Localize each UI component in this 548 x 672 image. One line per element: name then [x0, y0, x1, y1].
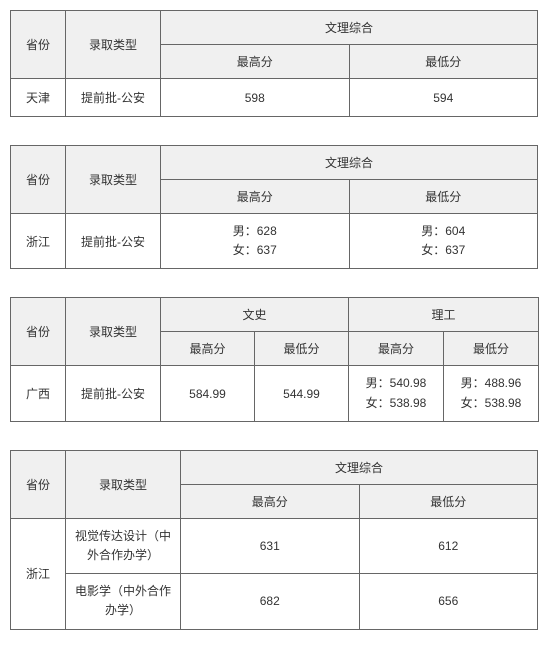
col-type: 录取类型	[66, 450, 181, 518]
col-type: 录取类型	[66, 11, 161, 79]
col-max: 最高分	[181, 484, 360, 518]
col-ligong: 理工	[349, 298, 539, 332]
cell-max: 631	[181, 518, 360, 573]
admission-table-guangxi: 省份 录取类型 文史 理工 最高分 最低分 最高分 最低分 广西 提前批-公安 …	[10, 297, 539, 421]
col-min: 最低分	[349, 180, 538, 214]
cell-min: 男：604 女：637	[349, 214, 538, 269]
admission-table-tianjin: 省份 录取类型 文理综合 最高分 最低分 天津 提前批-公安 598 594	[10, 10, 538, 117]
cell-province: 浙江	[11, 518, 66, 629]
table-row: 天津 提前批-公安 598 594	[11, 79, 538, 117]
col-province: 省份	[11, 11, 66, 79]
cell-max: 682	[181, 574, 360, 629]
ligong-max-female: 女：538.98	[353, 394, 439, 413]
ligong-min-female: 女：538.98	[448, 394, 534, 413]
cell-ligong-max: 男：540.98 女：538.98	[349, 366, 444, 421]
type-line1: 视觉传达设计（中	[70, 527, 176, 546]
cell-type: 提前批-公安	[66, 366, 161, 421]
ligong-min-male: 男：488.96	[448, 374, 534, 393]
cell-type: 电影学（中外合作 办学）	[66, 574, 181, 629]
cell-type: 提前批-公安	[66, 79, 161, 117]
table-row: 电影学（中外合作 办学） 682 656	[11, 574, 538, 629]
cell-wenshi-max: 584.99	[161, 366, 255, 421]
col-wenshi: 文史	[161, 298, 349, 332]
type-line1: 电影学（中外合作	[70, 582, 176, 601]
cell-max: 男：628 女：637	[161, 214, 350, 269]
col-combined: 文理综合	[161, 146, 538, 180]
cell-min: 594	[349, 79, 538, 117]
col-province: 省份	[11, 298, 66, 366]
cell-type: 提前批-公安	[66, 214, 161, 269]
col-province: 省份	[11, 450, 66, 518]
col-min: 最低分	[255, 332, 349, 366]
col-type: 录取类型	[66, 146, 161, 214]
max-male: 男：628	[165, 222, 345, 241]
col-combined: 文理综合	[181, 450, 538, 484]
cell-province: 广西	[11, 366, 66, 421]
cell-min: 612	[359, 518, 538, 573]
col-combined: 文理综合	[161, 11, 538, 45]
col-type: 录取类型	[66, 298, 161, 366]
cell-type: 视觉传达设计（中 外合作办学）	[66, 518, 181, 573]
table-row: 浙江 提前批-公安 男：628 女：637 男：604 女：637	[11, 214, 538, 269]
col-max: 最高分	[161, 332, 255, 366]
col-min: 最低分	[444, 332, 539, 366]
col-province: 省份	[11, 146, 66, 214]
ligong-max-male: 男：540.98	[353, 374, 439, 393]
cell-ligong-min: 男：488.96 女：538.98	[444, 366, 539, 421]
admission-table-zhejiang-gongan: 省份 录取类型 文理综合 最高分 最低分 浙江 提前批-公安 男：628 女：6…	[10, 145, 538, 269]
cell-wenshi-min: 544.99	[255, 366, 349, 421]
cell-province: 天津	[11, 79, 66, 117]
col-max: 最高分	[161, 180, 350, 214]
admission-table-zhejiang-art: 省份 录取类型 文理综合 最高分 最低分 浙江 视觉传达设计（中 外合作办学） …	[10, 450, 538, 630]
min-female: 女：637	[354, 241, 534, 260]
min-male: 男：604	[354, 222, 534, 241]
type-line2: 办学）	[70, 601, 176, 620]
type-line2: 外合作办学）	[70, 546, 176, 565]
col-max: 最高分	[349, 332, 444, 366]
cell-province: 浙江	[11, 214, 66, 269]
col-min: 最低分	[349, 45, 538, 79]
max-female: 女：637	[165, 241, 345, 260]
cell-max: 598	[161, 79, 350, 117]
table-row: 广西 提前批-公安 584.99 544.99 男：540.98 女：538.9…	[11, 366, 539, 421]
col-min: 最低分	[359, 484, 538, 518]
table-row: 浙江 视觉传达设计（中 外合作办学） 631 612	[11, 518, 538, 573]
col-max: 最高分	[161, 45, 350, 79]
cell-min: 656	[359, 574, 538, 629]
